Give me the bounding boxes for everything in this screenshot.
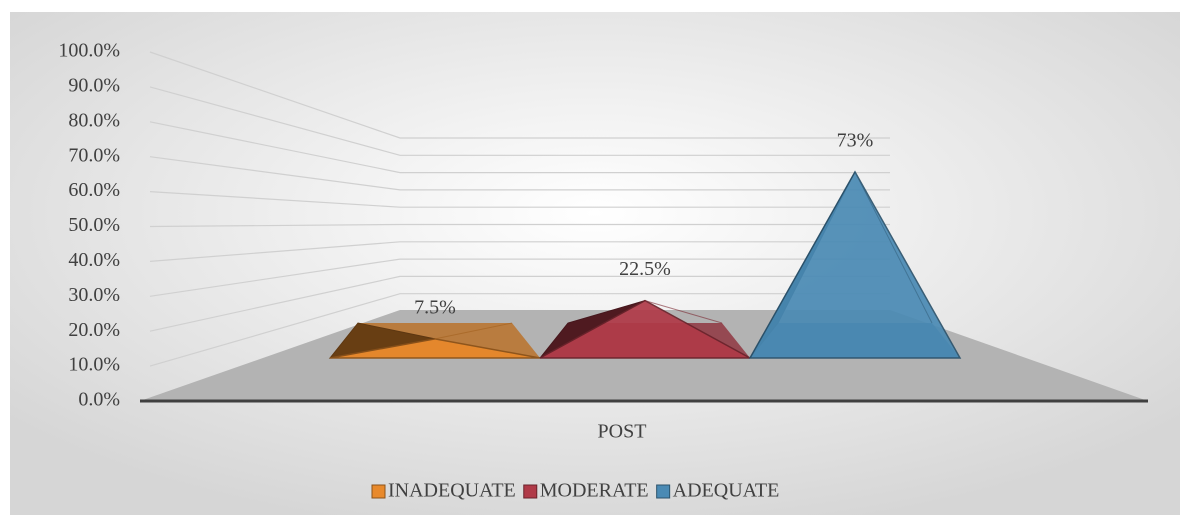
y-tick-label: 80.0%: [68, 109, 120, 131]
y-tick-label: 0.0%: [78, 389, 120, 411]
pyramid-edge: [434, 322, 513, 340]
grid-line: [149, 51, 890, 139]
y-tick-label: 50.0%: [68, 214, 120, 236]
data-label: 7.5%: [414, 296, 456, 318]
y-tick-label: 90.0%: [68, 74, 120, 96]
legend-label: ADEQUATE: [673, 480, 780, 502]
pyramid: [329, 338, 541, 359]
grid-line: [149, 156, 890, 191]
y-tick-label: 30.0%: [68, 284, 120, 306]
y-tick-label: 60.0%: [68, 179, 120, 201]
grid-line: [149, 86, 890, 156]
grid-line: [149, 258, 890, 297]
legend-swatch: [656, 484, 671, 499]
pyramid-edge: [644, 300, 723, 324]
grid-line: [149, 121, 890, 174]
y-tick-label: 40.0%: [68, 249, 120, 271]
legend-label: MODERATE: [540, 480, 649, 502]
legend-swatch: [371, 484, 386, 499]
grid-line: [149, 275, 890, 332]
grid-line: [149, 223, 890, 228]
legend-swatch: [523, 484, 538, 499]
chart-background: [10, 12, 1180, 515]
pyramid: [748, 170, 962, 359]
y-tick-label: 10.0%: [68, 354, 120, 376]
legend-label: INADEQUATE: [388, 480, 516, 502]
data-label: 22.5%: [619, 258, 671, 280]
y-tick-label: 100.0%: [58, 40, 120, 62]
pyramid: [539, 299, 751, 359]
y-tick-label: 20.0%: [68, 319, 120, 341]
x-tick-label: POST: [598, 421, 647, 443]
grid-line: [149, 293, 890, 367]
grid-line: [149, 191, 890, 208]
grid-line: [149, 241, 890, 262]
data-label: 73%: [837, 129, 874, 151]
pyramid-edge: [854, 171, 933, 324]
y-tick-label: 70.0%: [68, 144, 120, 166]
